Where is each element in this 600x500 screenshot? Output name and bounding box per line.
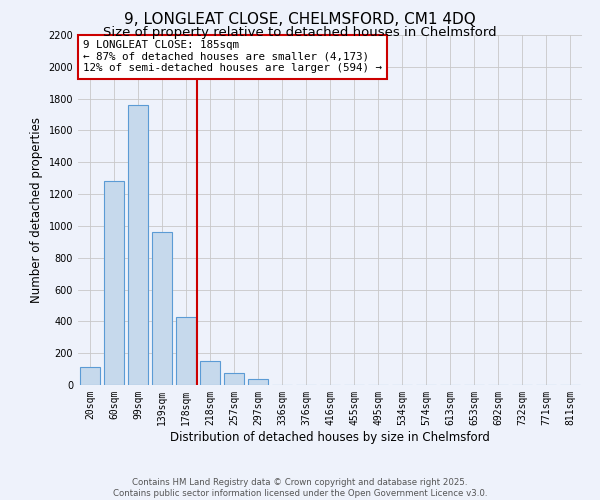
Bar bbox=[128, 105, 148, 385]
Bar bbox=[152, 232, 172, 385]
Bar bbox=[224, 373, 244, 385]
Text: 9 LONGLEAT CLOSE: 185sqm
← 87% of detached houses are smaller (4,173)
12% of sem: 9 LONGLEAT CLOSE: 185sqm ← 87% of detach… bbox=[83, 40, 382, 74]
Text: 9, LONGLEAT CLOSE, CHELMSFORD, CM1 4DQ: 9, LONGLEAT CLOSE, CHELMSFORD, CM1 4DQ bbox=[124, 12, 476, 28]
Bar bbox=[80, 366, 100, 385]
Text: Size of property relative to detached houses in Chelmsford: Size of property relative to detached ho… bbox=[103, 26, 497, 39]
Text: Contains HM Land Registry data © Crown copyright and database right 2025.
Contai: Contains HM Land Registry data © Crown c… bbox=[113, 478, 487, 498]
Bar bbox=[176, 316, 196, 385]
Bar bbox=[104, 182, 124, 385]
Y-axis label: Number of detached properties: Number of detached properties bbox=[30, 117, 43, 303]
Bar bbox=[248, 380, 268, 385]
Bar bbox=[200, 361, 220, 385]
X-axis label: Distribution of detached houses by size in Chelmsford: Distribution of detached houses by size … bbox=[170, 430, 490, 444]
